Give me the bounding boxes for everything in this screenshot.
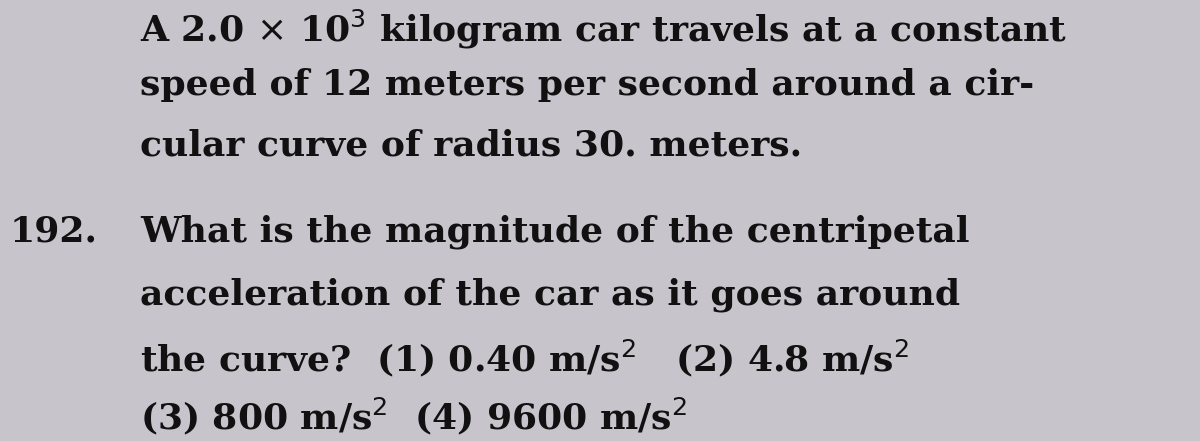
Text: acceleration of the car as it goes around: acceleration of the car as it goes aroun… (140, 278, 960, 313)
Text: speed of 12 meters per second around a cir-: speed of 12 meters per second around a c… (140, 68, 1034, 102)
Text: A 2.0 $\times$ 10$^3$ kilogram car travels at a constant: A 2.0 $\times$ 10$^3$ kilogram car trave… (140, 8, 1067, 51)
Text: the curve?  (1) 0.40 m/s$^2$   (2) 4.8 m/s$^2$: the curve? (1) 0.40 m/s$^2$ (2) 4.8 m/s$… (140, 338, 910, 379)
Text: What is the magnitude of the centripetal: What is the magnitude of the centripetal (140, 215, 970, 250)
Text: (3) 800 m/s$^2$  (4) 9600 m/s$^2$: (3) 800 m/s$^2$ (4) 9600 m/s$^2$ (140, 396, 686, 437)
Text: 192.: 192. (10, 215, 98, 249)
Text: cular curve of radius 30. meters.: cular curve of radius 30. meters. (140, 128, 802, 162)
